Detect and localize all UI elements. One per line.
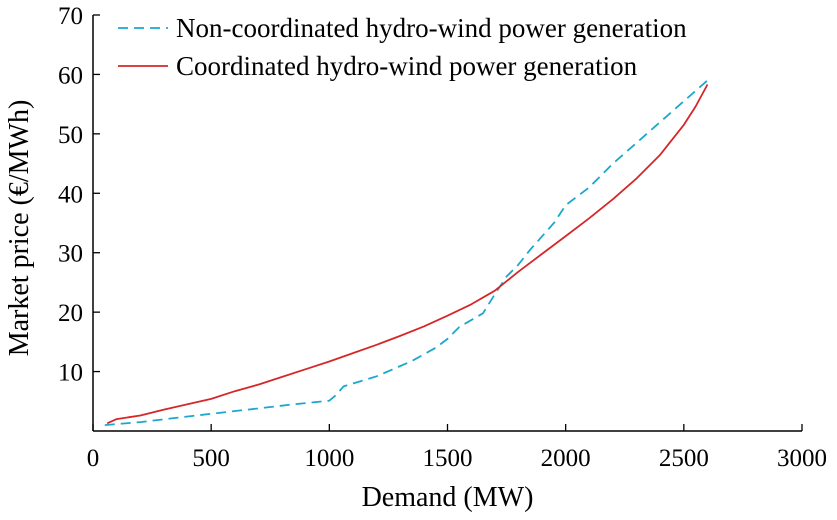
y-tick-label: 20 [58,300,83,327]
y-tick-label: 50 [58,122,83,149]
y-tick-label: 60 [58,62,83,89]
x-tick-label: 3000 [777,445,827,472]
non-coordinated-series-line [104,79,709,426]
y-tick-label: 30 [58,241,83,268]
x-tick-label: 2500 [659,445,709,472]
series-layer [104,79,709,426]
y-tick-label: 70 [58,3,83,30]
x-tick-label: 1500 [423,445,473,472]
legend-label-non-coordinated: Non-coordinated hydro-wind power generat… [176,13,687,43]
coordinated-series-line [106,84,709,425]
x-tick-label: 2000 [541,445,591,472]
y-ticks: 10 20 30 40 50 60 70 [58,3,100,387]
legend: Non-coordinated hydro-wind power generat… [118,13,687,81]
y-tick-label: 10 [58,360,83,387]
x-axis-title: Demand (MW) [362,482,534,513]
x-tick-label: 500 [192,445,230,472]
y-tick-label: 40 [58,181,83,208]
x-ticks: 0 500 1000 1500 2000 2500 3000 [87,424,827,472]
legend-label-coordinated: Coordinated hydro-wind power generation [176,51,638,81]
x-tick-label: 0 [87,445,100,472]
y-axis-title: Market price (€/MWh) [4,100,35,357]
x-tick-label: 1000 [304,445,354,472]
